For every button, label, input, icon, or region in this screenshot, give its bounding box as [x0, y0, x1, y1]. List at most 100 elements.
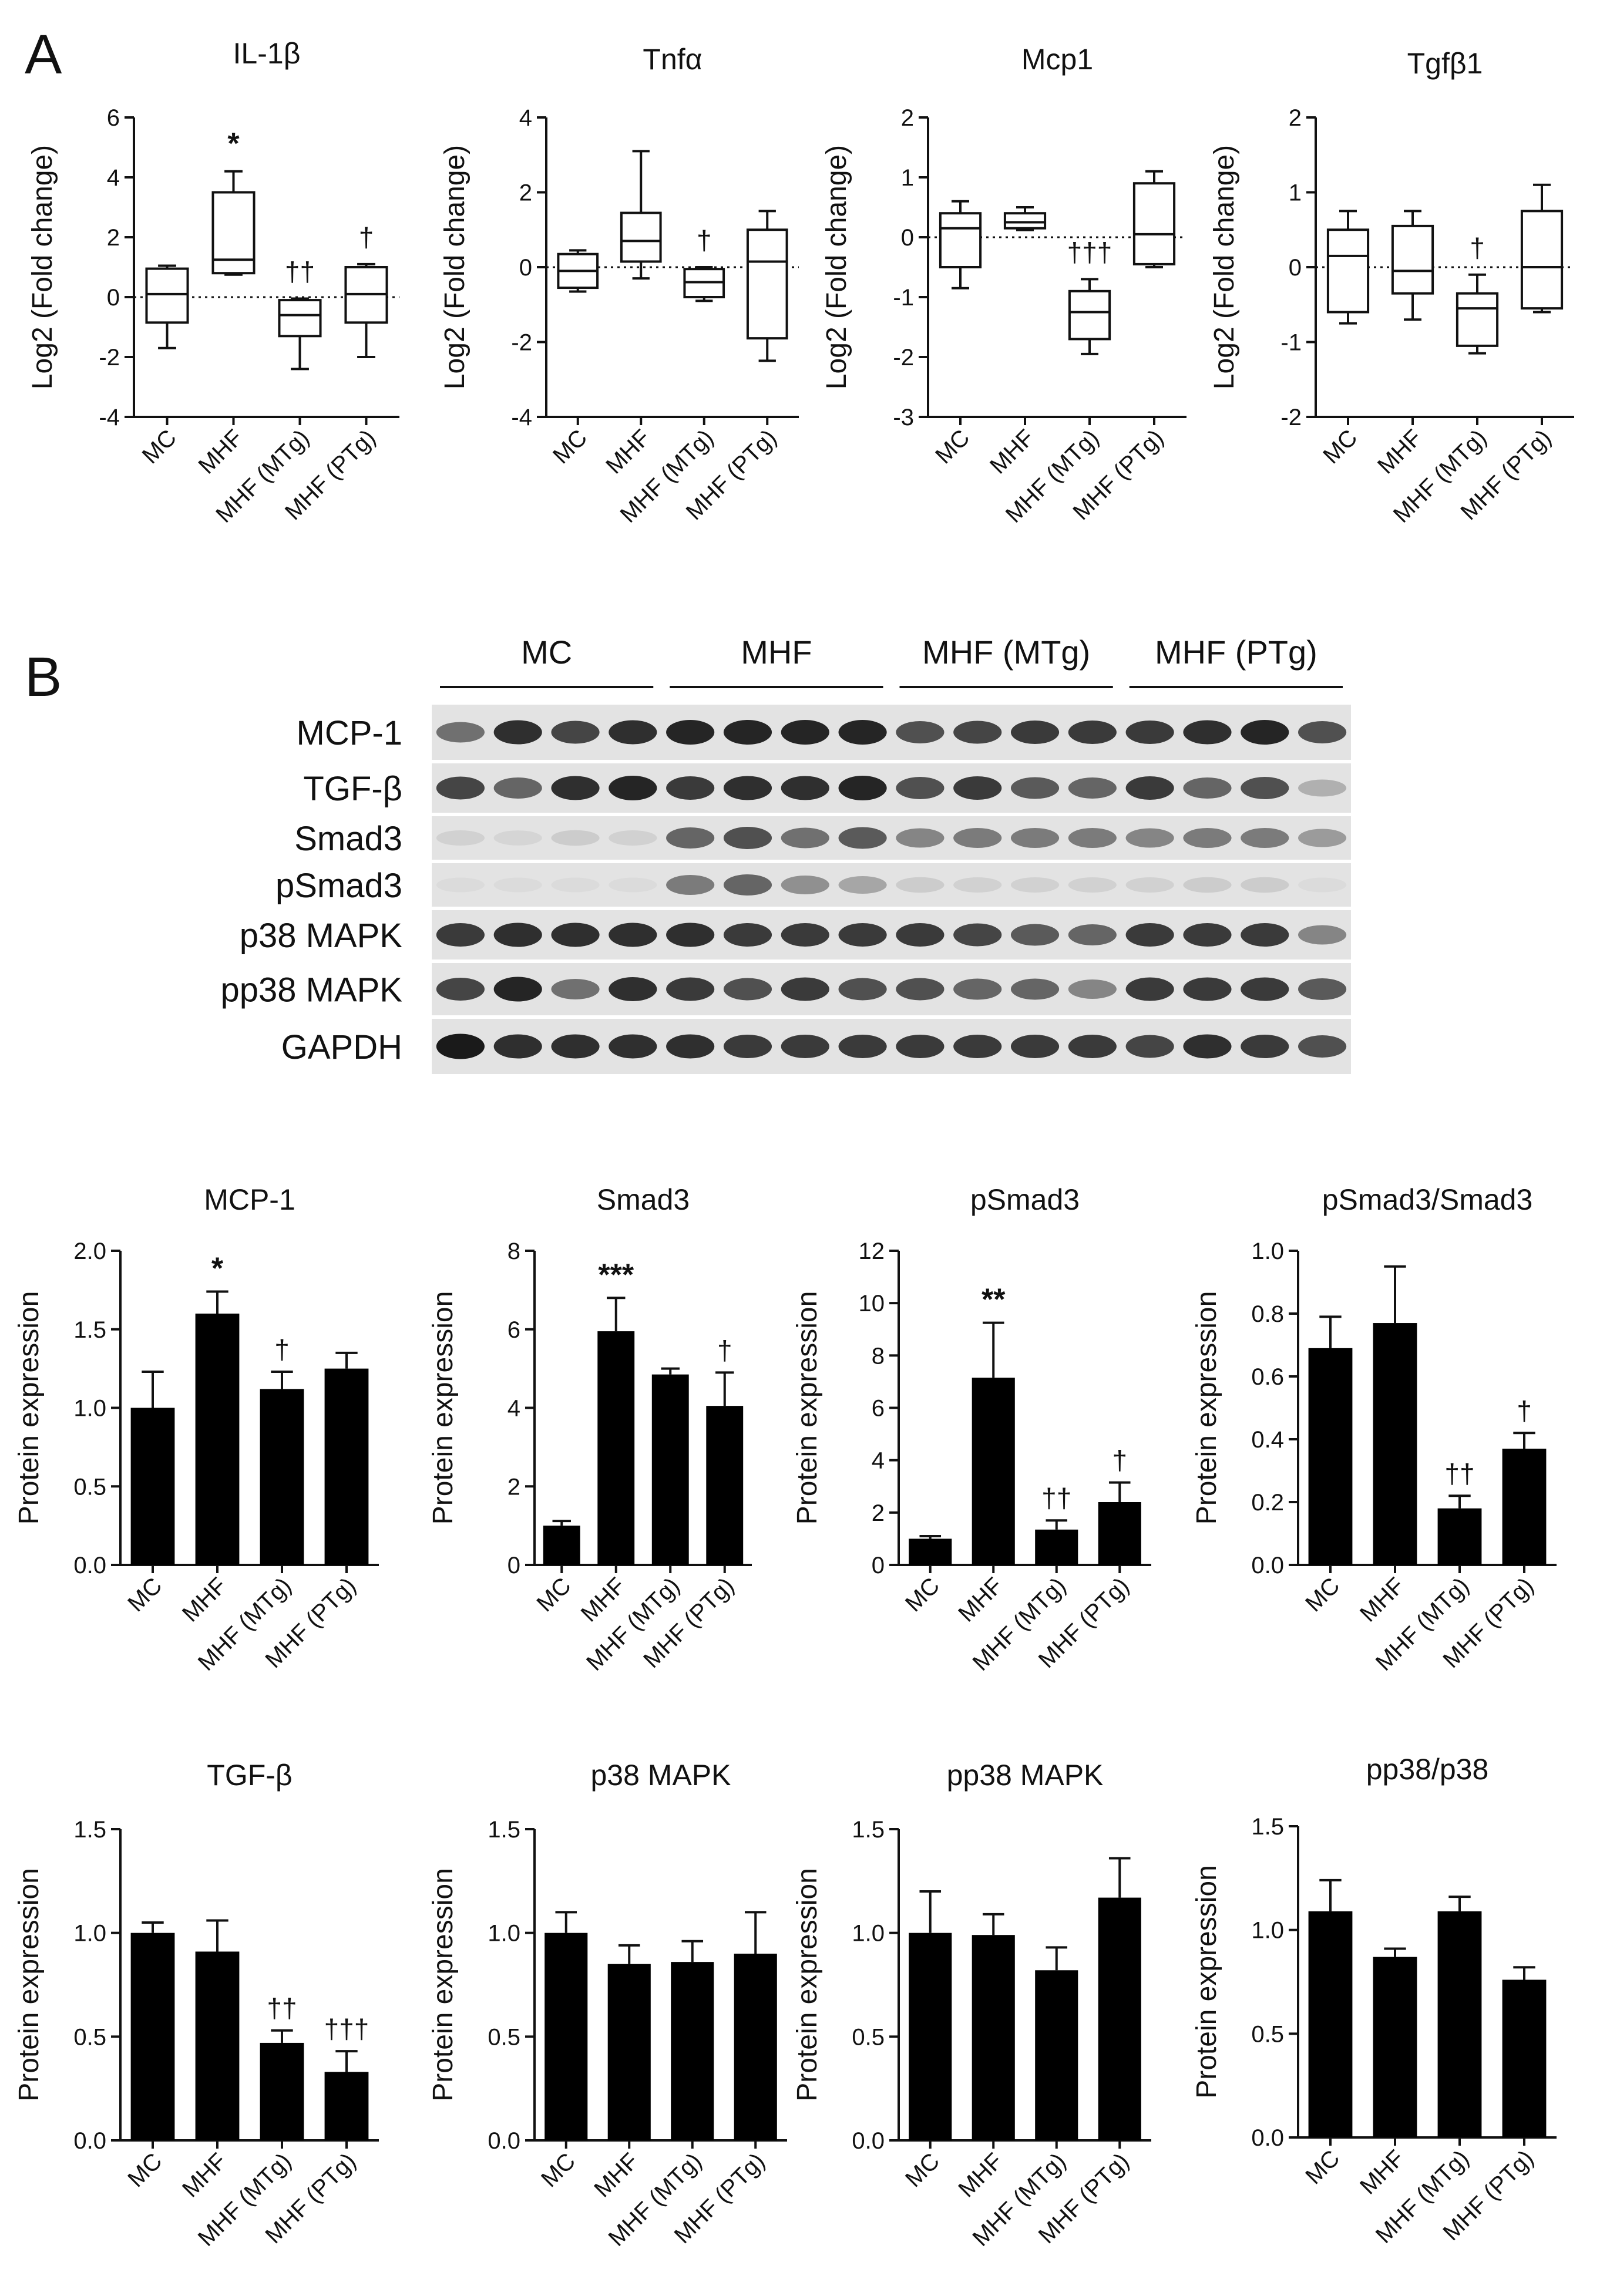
blot-band: [781, 720, 829, 745]
bar-0: [1308, 1878, 1353, 2137]
bar-1: ***: [597, 1258, 635, 1565]
bar-3: †: [1098, 1445, 1141, 1565]
blot-band: [781, 977, 829, 1001]
significance-mark: **: [982, 1283, 1006, 1317]
bar-1: **: [972, 1283, 1015, 1565]
significance-mark: †††: [324, 2014, 369, 2044]
blot-band: [1068, 924, 1117, 945]
blot-band: [723, 720, 772, 745]
y-tick-label: 0.4: [1251, 1427, 1284, 1453]
y-axis-label: Protein expression: [792, 1291, 823, 1525]
y-axis-label: Log2 (Fold change): [439, 145, 470, 389]
blot-band: [609, 923, 657, 947]
y-axis-label: Log2 (Fold change): [27, 145, 58, 389]
blot-band: [781, 876, 829, 894]
x-category-label: MHF: [589, 2148, 643, 2202]
x-category-label: MC: [900, 2148, 945, 2192]
y-tick-label: 1.5: [852, 1817, 885, 1843]
y-tick-label: 6: [507, 1317, 520, 1343]
x-category-label: MC: [1300, 2145, 1345, 2189]
y-tick-label: 2.0: [73, 1238, 106, 1264]
blot-band: [1241, 720, 1289, 745]
box-2: ††: [278, 257, 322, 371]
blot-band: [781, 776, 829, 800]
blot-band: [1125, 877, 1174, 893]
blot-band: [1298, 877, 1347, 893]
blot-band: [1068, 877, 1117, 893]
box-iqr: [1132, 182, 1176, 265]
bar: [1373, 1957, 1417, 2137]
y-tick-label: 0.0: [73, 1553, 106, 1578]
significance-mark: *: [211, 1252, 224, 1286]
significance-mark: ††: [267, 1993, 297, 2024]
x-category-label: MC: [900, 1573, 945, 1617]
bar-0: [1308, 1315, 1353, 1565]
box-3: [1132, 170, 1176, 268]
y-tick-label: -2: [1280, 405, 1302, 430]
y-tick-label: 0: [1289, 255, 1302, 281]
box-1: [620, 150, 662, 280]
bar: [130, 1408, 175, 1565]
bar-0: [909, 1534, 952, 1565]
y-tick-label: 2: [519, 180, 532, 206]
blot-band: [666, 923, 715, 947]
box-iqr: [278, 299, 322, 338]
blot-band: [436, 923, 485, 947]
y-axis-label: Protein expression: [428, 1868, 459, 2102]
x-category-label: MHF: [601, 425, 655, 479]
y-tick-label: -2: [99, 345, 120, 371]
bar: [195, 1951, 240, 2140]
bar: [972, 1935, 1015, 2140]
blot-band: [723, 827, 772, 849]
blot-band: [1125, 923, 1174, 947]
significance-mark: †: [1470, 233, 1485, 263]
blot-band: [666, 776, 715, 800]
bar-3: †: [706, 1335, 744, 1565]
blot-band: [896, 923, 945, 947]
blot-band: [493, 923, 542, 947]
y-tick-label: 1.0: [73, 1396, 106, 1422]
bar-0: [130, 1921, 175, 2140]
box-0: [557, 249, 599, 293]
y-axis-label: Protein expression: [1191, 1291, 1222, 1525]
blot-band: [1125, 977, 1174, 1001]
chart-7: pSmad3/Smad3 Protein expression 0.0 0.2 0.4 0…: [1191, 1183, 1557, 1676]
bar: [543, 1526, 580, 1565]
y-tick-label: 1.5: [73, 1317, 106, 1343]
bar-3: †††: [324, 2014, 369, 2140]
x-category-label: MHF: [1373, 425, 1427, 479]
y-tick-label: 8: [872, 1343, 885, 1369]
chart-11: pp38/p38 Protein expression 0.0 0.5 1.0 1.5 MC…: [1191, 1753, 1557, 2248]
box-iqr: [1003, 212, 1047, 230]
y-tick-label: 2: [507, 1474, 520, 1500]
blot-band: [896, 877, 945, 893]
western-blot: MC MHF MHF (MTg) MHF (PTg) MCP-1 TGF-β Smad3 pS…: [220, 634, 1351, 1074]
y-tick-label: 2: [901, 105, 914, 131]
blot-band: [1068, 828, 1117, 848]
chart-title: Smad3: [597, 1183, 690, 1216]
bar-1: *: [195, 1252, 240, 1565]
y-tick-label: 0.5: [852, 2024, 885, 2050]
blot-band: [838, 776, 887, 800]
blot-band: [896, 978, 945, 1001]
x-category-label: MC: [123, 2148, 167, 2192]
blot-band: [953, 1035, 1002, 1058]
blot-band: [781, 827, 829, 849]
blot-band: [436, 877, 485, 893]
y-tick-label: 0.0: [73, 2128, 106, 2154]
x-category-label: MC: [532, 1573, 576, 1617]
bar: [909, 1538, 952, 1565]
bar: [1373, 1323, 1417, 1565]
y-tick-label: 2: [872, 1500, 885, 1526]
chart-title: Tnfα: [643, 43, 702, 76]
x-category-label: MHF: [953, 2148, 1007, 2202]
y-tick-label: 12: [859, 1238, 885, 1264]
box-iqr: [746, 228, 788, 340]
y-tick-label: 0: [872, 1553, 885, 1578]
y-tick-label: 10: [859, 1291, 885, 1317]
blot-band: [1183, 777, 1232, 799]
blot-band: [953, 877, 1002, 893]
blot-band: [666, 720, 715, 745]
